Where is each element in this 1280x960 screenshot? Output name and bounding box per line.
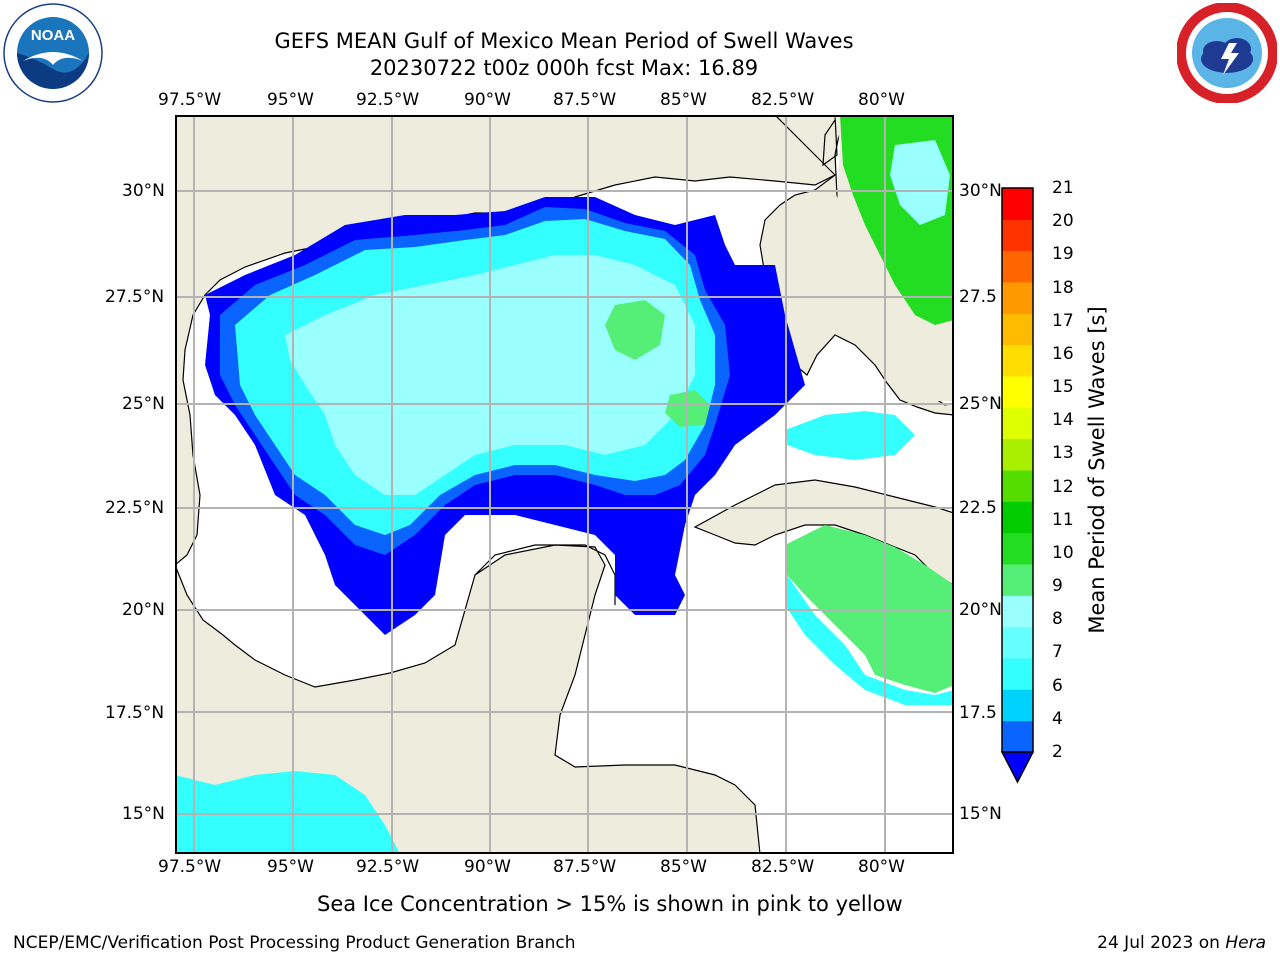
lon-label-bottom: 87.5°W <box>553 857 617 877</box>
chart-title-line2: 20230722 t00z 000h fcst Max: 16.89 <box>369 56 759 80</box>
map-frame <box>175 115 954 854</box>
colorbar-tick-label: 11 <box>1052 509 1074 530</box>
colorbar-band <box>1002 250 1033 283</box>
colorbar-band <box>1002 564 1033 596</box>
colorbar-band <box>1002 188 1033 220</box>
lon-label-top: 85°W <box>660 90 707 110</box>
colorbar-band <box>1002 407 1033 440</box>
colorbar-tick-labels: 2 4 6 7 8 9 10 11 12 13 14 15 16 17 18 19 20 21 <box>1052 0 1092 960</box>
colorbar-band <box>1002 595 1033 628</box>
colorbar <box>1000 187 1035 784</box>
lon-label-top: 90°W <box>464 90 511 110</box>
colorbar-tick-label: 21 <box>1052 178 1074 198</box>
colorbar-band <box>1002 626 1033 659</box>
noaa-logo-text: NOAA <box>31 27 75 44</box>
wave-region-pacific <box>175 771 400 854</box>
colorbar-tick-label: 6 <box>1052 675 1063 696</box>
footer-host: Hera <box>1225 933 1266 953</box>
lat-label-right: 25°N <box>959 394 1002 414</box>
lat-label-right: 17.5 <box>959 703 997 723</box>
colorbar-extend-arrow <box>1000 751 1035 784</box>
colorbar-band <box>1002 658 1033 690</box>
lon-label-bottom: 95°W <box>267 857 314 877</box>
lon-label-top: 92.5°W <box>356 90 420 110</box>
lon-label-bottom: 85°W <box>660 857 707 877</box>
noaa-logo: NOAA <box>3 3 103 103</box>
colorbar-frame <box>1001 187 1034 753</box>
lat-label-left: 30°N <box>122 181 165 201</box>
lon-label-top: 80°W <box>858 90 905 110</box>
lat-label-left: 17.5°N <box>105 703 165 723</box>
colorbar-band <box>1002 470 1033 502</box>
lon-label-top: 97.5°W <box>158 90 222 110</box>
wave-region-atlantic-cyan <box>890 140 950 225</box>
lon-label-bottom: 82.5°W <box>751 857 815 877</box>
graticule <box>175 115 954 854</box>
colorbar-band <box>1002 376 1033 408</box>
lat-label-right: 15°N <box>959 804 1002 824</box>
colorbar-band <box>1002 438 1033 471</box>
colorbar-tick-label: 13 <box>1052 443 1074 464</box>
colorbar-tick-label: 15 <box>1052 377 1074 398</box>
lon-label-bottom: 97.5°W <box>158 857 222 877</box>
wave-region-caribbean-edge <box>785 575 954 705</box>
colorbar-tick-label: 20 <box>1052 211 1074 232</box>
lat-label-left: 25°N <box>122 394 165 414</box>
nws-logo <box>1176 2 1278 104</box>
colorbar-band <box>1002 313 1033 346</box>
colorbar-tick-label: 14 <box>1052 410 1074 431</box>
colorbar-band <box>1002 219 1033 252</box>
lat-label-left: 22.5°N <box>105 498 165 518</box>
lat-label-right: 20°N <box>959 600 1002 620</box>
wave-region-keys <box>785 411 915 460</box>
colorbar-band <box>1002 720 1033 753</box>
colorbar-tick-label: 7 <box>1052 642 1063 663</box>
lat-label-right: 22.5 <box>959 498 997 518</box>
map-canvas <box>175 115 954 854</box>
lat-label-left: 20°N <box>122 600 165 620</box>
colorbar-tick-label: 10 <box>1052 542 1074 563</box>
colorbar-tick-label: 4 <box>1052 708 1063 729</box>
lat-label-right: 27.5 <box>959 287 997 307</box>
footer-credit: NCEP/EMC/Verification Post Processing Pr… <box>13 933 576 953</box>
colorbar-band <box>1002 689 1033 722</box>
colorbar-tick-label: 17 <box>1052 310 1074 331</box>
wave-region-green-east <box>605 300 665 360</box>
colorbar-tick-label: 9 <box>1052 576 1063 597</box>
lon-label-bottom: 80°W <box>858 857 905 877</box>
footer-date: 24 Jul 2023 on Hera <box>1097 933 1266 953</box>
lon-label-bottom: 90°W <box>464 857 511 877</box>
colorbar-band <box>1002 282 1033 314</box>
colorbar-band <box>1002 501 1033 534</box>
colorbar-tick-label: 19 <box>1052 244 1074 265</box>
colorbar-tick-label: 8 <box>1052 609 1063 630</box>
colorbar-tick-label: 12 <box>1052 476 1074 497</box>
colorbar-tick-label: 2 <box>1052 742 1063 762</box>
lon-label-top: 95°W <box>267 90 314 110</box>
lon-label-top: 82.5°W <box>751 90 815 110</box>
lat-label-left: 27.5°N <box>105 287 165 307</box>
lon-label-bottom: 92.5°W <box>356 857 420 877</box>
footer-date-text: 24 Jul 2023 on <box>1097 933 1226 953</box>
colorbar-band <box>1002 532 1033 565</box>
lat-label-right: 30°N <box>959 181 1002 201</box>
colorbar-tick-label: 16 <box>1052 343 1074 364</box>
sea-ice-note: Sea Ice Concentration > 15% is shown in … <box>317 892 903 916</box>
lat-label-left: 15°N <box>122 804 165 824</box>
colorbar-band <box>1002 344 1033 377</box>
colorbar-tick-label: 18 <box>1052 277 1074 298</box>
chart-title-line1: GEFS MEAN Gulf of Mexico Mean Period of … <box>274 29 854 53</box>
lon-label-top: 87.5°W <box>553 90 617 110</box>
